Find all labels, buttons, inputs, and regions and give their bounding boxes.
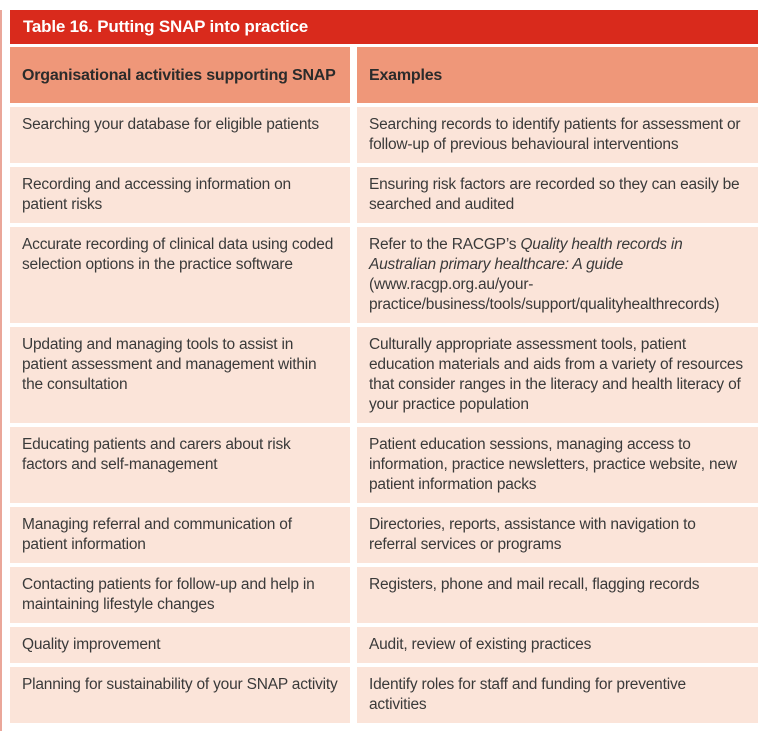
activity-cell: Educating patients and carers about risk…	[10, 427, 350, 503]
example-cell: Identify roles for staff and funding for…	[357, 667, 758, 723]
example-cell: Culturally appropriate assessment tools,…	[357, 327, 758, 423]
table-row: Planning for sustainability of your SNAP…	[10, 667, 758, 723]
activity-cell: Updating and managing tools to assist in…	[10, 327, 350, 423]
table-row: Quality improvement Audit, review of exi…	[10, 627, 758, 663]
table-row: Recording and accessing information on p…	[10, 167, 758, 223]
column-header-examples-label: Examples	[369, 66, 443, 84]
activity-cell: Searching your database for eligible pat…	[10, 107, 350, 163]
text-segment: (www.racgp.org.au/your-practice/business…	[369, 276, 720, 313]
example-cell: Ensuring risk factors are recorded so th…	[357, 167, 758, 223]
table-title-bar: Table 16. Putting SNAP into practice	[10, 10, 758, 44]
example-cell: Refer to the RACGP’s Quality health reco…	[357, 227, 758, 323]
table-row: Updating and managing tools to assist in…	[10, 327, 758, 423]
table-row: Managing referral and communication of p…	[10, 507, 758, 563]
table-title: Table 16. Putting SNAP into practice	[23, 17, 309, 36]
table-body: Searching your database for eligible pat…	[10, 107, 758, 723]
table-row: Searching your database for eligible pat…	[10, 107, 758, 163]
example-cell: Directories, reports, assistance with na…	[357, 507, 758, 563]
column-header-activities-label: Organisational activities supporting SNA…	[22, 66, 336, 84]
example-cell: Registers, phone and mail recall, flaggi…	[357, 567, 758, 623]
table-row: Educating patients and carers about risk…	[10, 427, 758, 503]
text-segment: Refer to the RACGP’s	[369, 236, 521, 253]
example-cell: Patient education sessions, managing acc…	[357, 427, 758, 503]
column-header-activities: Organisational activities supporting SNA…	[10, 47, 350, 103]
activity-cell: Quality improvement	[10, 627, 350, 663]
snap-practice-table: Table 16. Putting SNAP into practice Org…	[10, 10, 758, 723]
activity-cell: Accurate recording of clinical data usin…	[10, 227, 350, 323]
activity-cell: Planning for sustainability of your SNAP…	[10, 667, 350, 723]
column-header-examples: Examples	[357, 47, 758, 103]
italic-text-segment: Quality health records in Australian pri…	[369, 236, 683, 273]
table-row: Contacting patients for follow-up and he…	[10, 567, 758, 623]
example-cell: Searching records to identify patients f…	[357, 107, 758, 163]
example-cell: Audit, review of existing practices	[357, 627, 758, 663]
activity-cell: Managing referral and communication of p…	[10, 507, 350, 563]
table-row: Accurate recording of clinical data usin…	[10, 227, 758, 323]
table-header-row: Organisational activities supporting SNA…	[10, 47, 758, 103]
activity-cell: Recording and accessing information on p…	[10, 167, 350, 223]
page-edge-rule	[0, 10, 2, 731]
activity-cell: Contacting patients for follow-up and he…	[10, 567, 350, 623]
